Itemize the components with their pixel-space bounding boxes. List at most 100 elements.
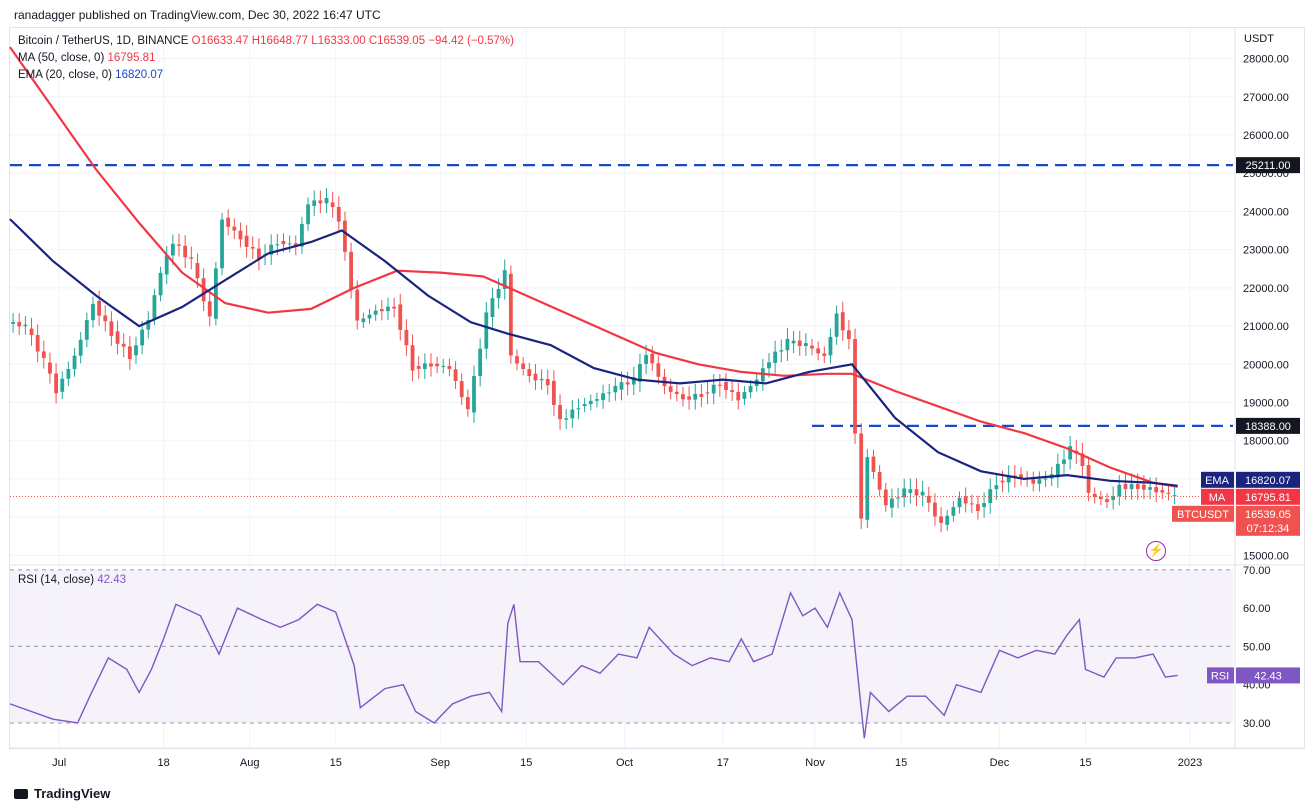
candle-body — [822, 353, 827, 356]
candle-body — [527, 369, 532, 377]
candle-body — [97, 300, 102, 316]
candle-body — [982, 503, 986, 508]
time-axis-ticks: Jul 18 Aug 15 Sep 15 Oct 17 Nov 15 Dec 15 2023 — [52, 757, 1202, 769]
time-tick-label: Dec — [990, 757, 1010, 769]
legend-rsi-row[interactable]: RSI (14, close) 42.43 — [18, 574, 126, 586]
candle-body — [330, 202, 335, 208]
candle-body — [269, 244, 274, 255]
candle-body — [791, 340, 796, 344]
candle-body — [66, 368, 71, 379]
candle-body — [1160, 490, 1165, 493]
candle-body — [127, 346, 132, 360]
lightning-icon[interactable]: ⚡ — [1146, 541, 1166, 561]
candle-body — [551, 380, 556, 406]
ma-value: 16795.81 — [107, 52, 156, 64]
candle-body — [134, 345, 138, 356]
candle-body — [1148, 487, 1152, 490]
candle-body — [902, 488, 907, 498]
candle-body — [558, 405, 562, 420]
ma-axis-value-text: 16795.81 — [1245, 492, 1291, 504]
candle-body — [226, 217, 231, 227]
candle-body — [859, 433, 864, 519]
time-tick-label: Sep — [430, 757, 450, 769]
price-tick-label: 26000.00 — [1243, 130, 1289, 142]
candle-body — [189, 257, 194, 259]
symbol-axis-name-text: BTCUSDT — [1177, 509, 1229, 521]
candle-body — [545, 378, 550, 386]
time-tick-label: Oct — [616, 757, 633, 769]
gridlines — [10, 28, 1235, 747]
symbol-title[interactable]: Bitcoin / TetherUS, 1D, BINANCE — [18, 35, 189, 47]
legend-ema-row[interactable]: EMA (20, close, 0) 16820.07 — [18, 69, 163, 81]
candle-body — [533, 373, 538, 381]
time-tick-label: Aug — [240, 757, 260, 769]
price-tick-label: 15000.00 — [1243, 550, 1289, 562]
candle-body — [601, 393, 605, 401]
candle-body — [619, 382, 624, 390]
candle-body — [183, 245, 188, 258]
candle-body — [441, 366, 446, 368]
candle-body — [300, 224, 304, 247]
candle-body — [275, 244, 280, 246]
candle-body — [668, 386, 673, 392]
candle-body — [994, 485, 999, 490]
candle-body — [170, 243, 175, 256]
candle-body — [742, 392, 747, 399]
candle-body — [379, 309, 384, 312]
candle-body — [926, 495, 931, 503]
candle-body — [459, 381, 464, 398]
price-axis-labels: 25211.00 18388.00 EMA 16820.07 MA 16795.81 BTC… — [1172, 157, 1300, 684]
candle-body — [515, 356, 519, 364]
last-price-tag — [1236, 505, 1300, 536]
candle-body — [177, 244, 181, 246]
candle-body — [1166, 492, 1171, 494]
candle-body — [324, 197, 329, 204]
candle-body — [939, 516, 943, 523]
candle-body — [969, 503, 974, 505]
candle-body — [121, 343, 126, 347]
ma-50-line — [9, 46, 1178, 488]
candle-body — [386, 306, 390, 312]
candle-body — [201, 278, 206, 302]
candle-body — [508, 273, 513, 356]
time-tick-label: Nov — [805, 757, 825, 769]
candle-body — [576, 408, 581, 410]
candle-body — [711, 384, 716, 394]
candle-body — [11, 321, 15, 324]
tradingview-logo[interactable]: TradingView — [14, 786, 110, 801]
candle-body — [933, 502, 937, 517]
rsi-label: RSI (14, close) — [18, 574, 95, 586]
price-tick-label: 21000.00 — [1243, 321, 1289, 333]
rsi-line — [9, 590, 1178, 739]
ema-axis-name — [1201, 471, 1234, 488]
candle-body — [717, 384, 722, 386]
candle-body — [976, 504, 980, 511]
candle-body — [625, 382, 630, 385]
candles — [11, 188, 1177, 533]
candle-body — [674, 391, 679, 395]
candle-body — [1092, 493, 1097, 498]
ohlc-change: −94.42 (−0.57%) — [428, 35, 514, 47]
price-tick-label: 24000.00 — [1243, 206, 1289, 218]
candle-body — [398, 304, 403, 330]
candle-body — [570, 409, 575, 419]
candle-body — [613, 385, 618, 393]
rsi-tick-label: 60.00 — [1243, 603, 1271, 615]
candle-body — [705, 392, 710, 394]
candle-body — [84, 320, 89, 340]
candle-body — [496, 289, 501, 299]
candle-body — [318, 200, 323, 204]
candle-body — [207, 301, 212, 317]
price-tick-label: 28000.00 — [1243, 54, 1289, 66]
symbol-axis-name — [1172, 505, 1234, 522]
price-tick-label: 19000.00 — [1243, 398, 1289, 410]
candle-body — [1037, 479, 1042, 484]
time-tick-label: Jul — [52, 757, 66, 769]
candle-body — [1129, 484, 1134, 490]
legend-ma-row[interactable]: MA (50, close, 0) 16795.81 — [18, 52, 155, 64]
candle-body — [853, 339, 857, 434]
candle-body — [1105, 499, 1109, 503]
time-tick-label: 2023 — [1178, 757, 1202, 769]
